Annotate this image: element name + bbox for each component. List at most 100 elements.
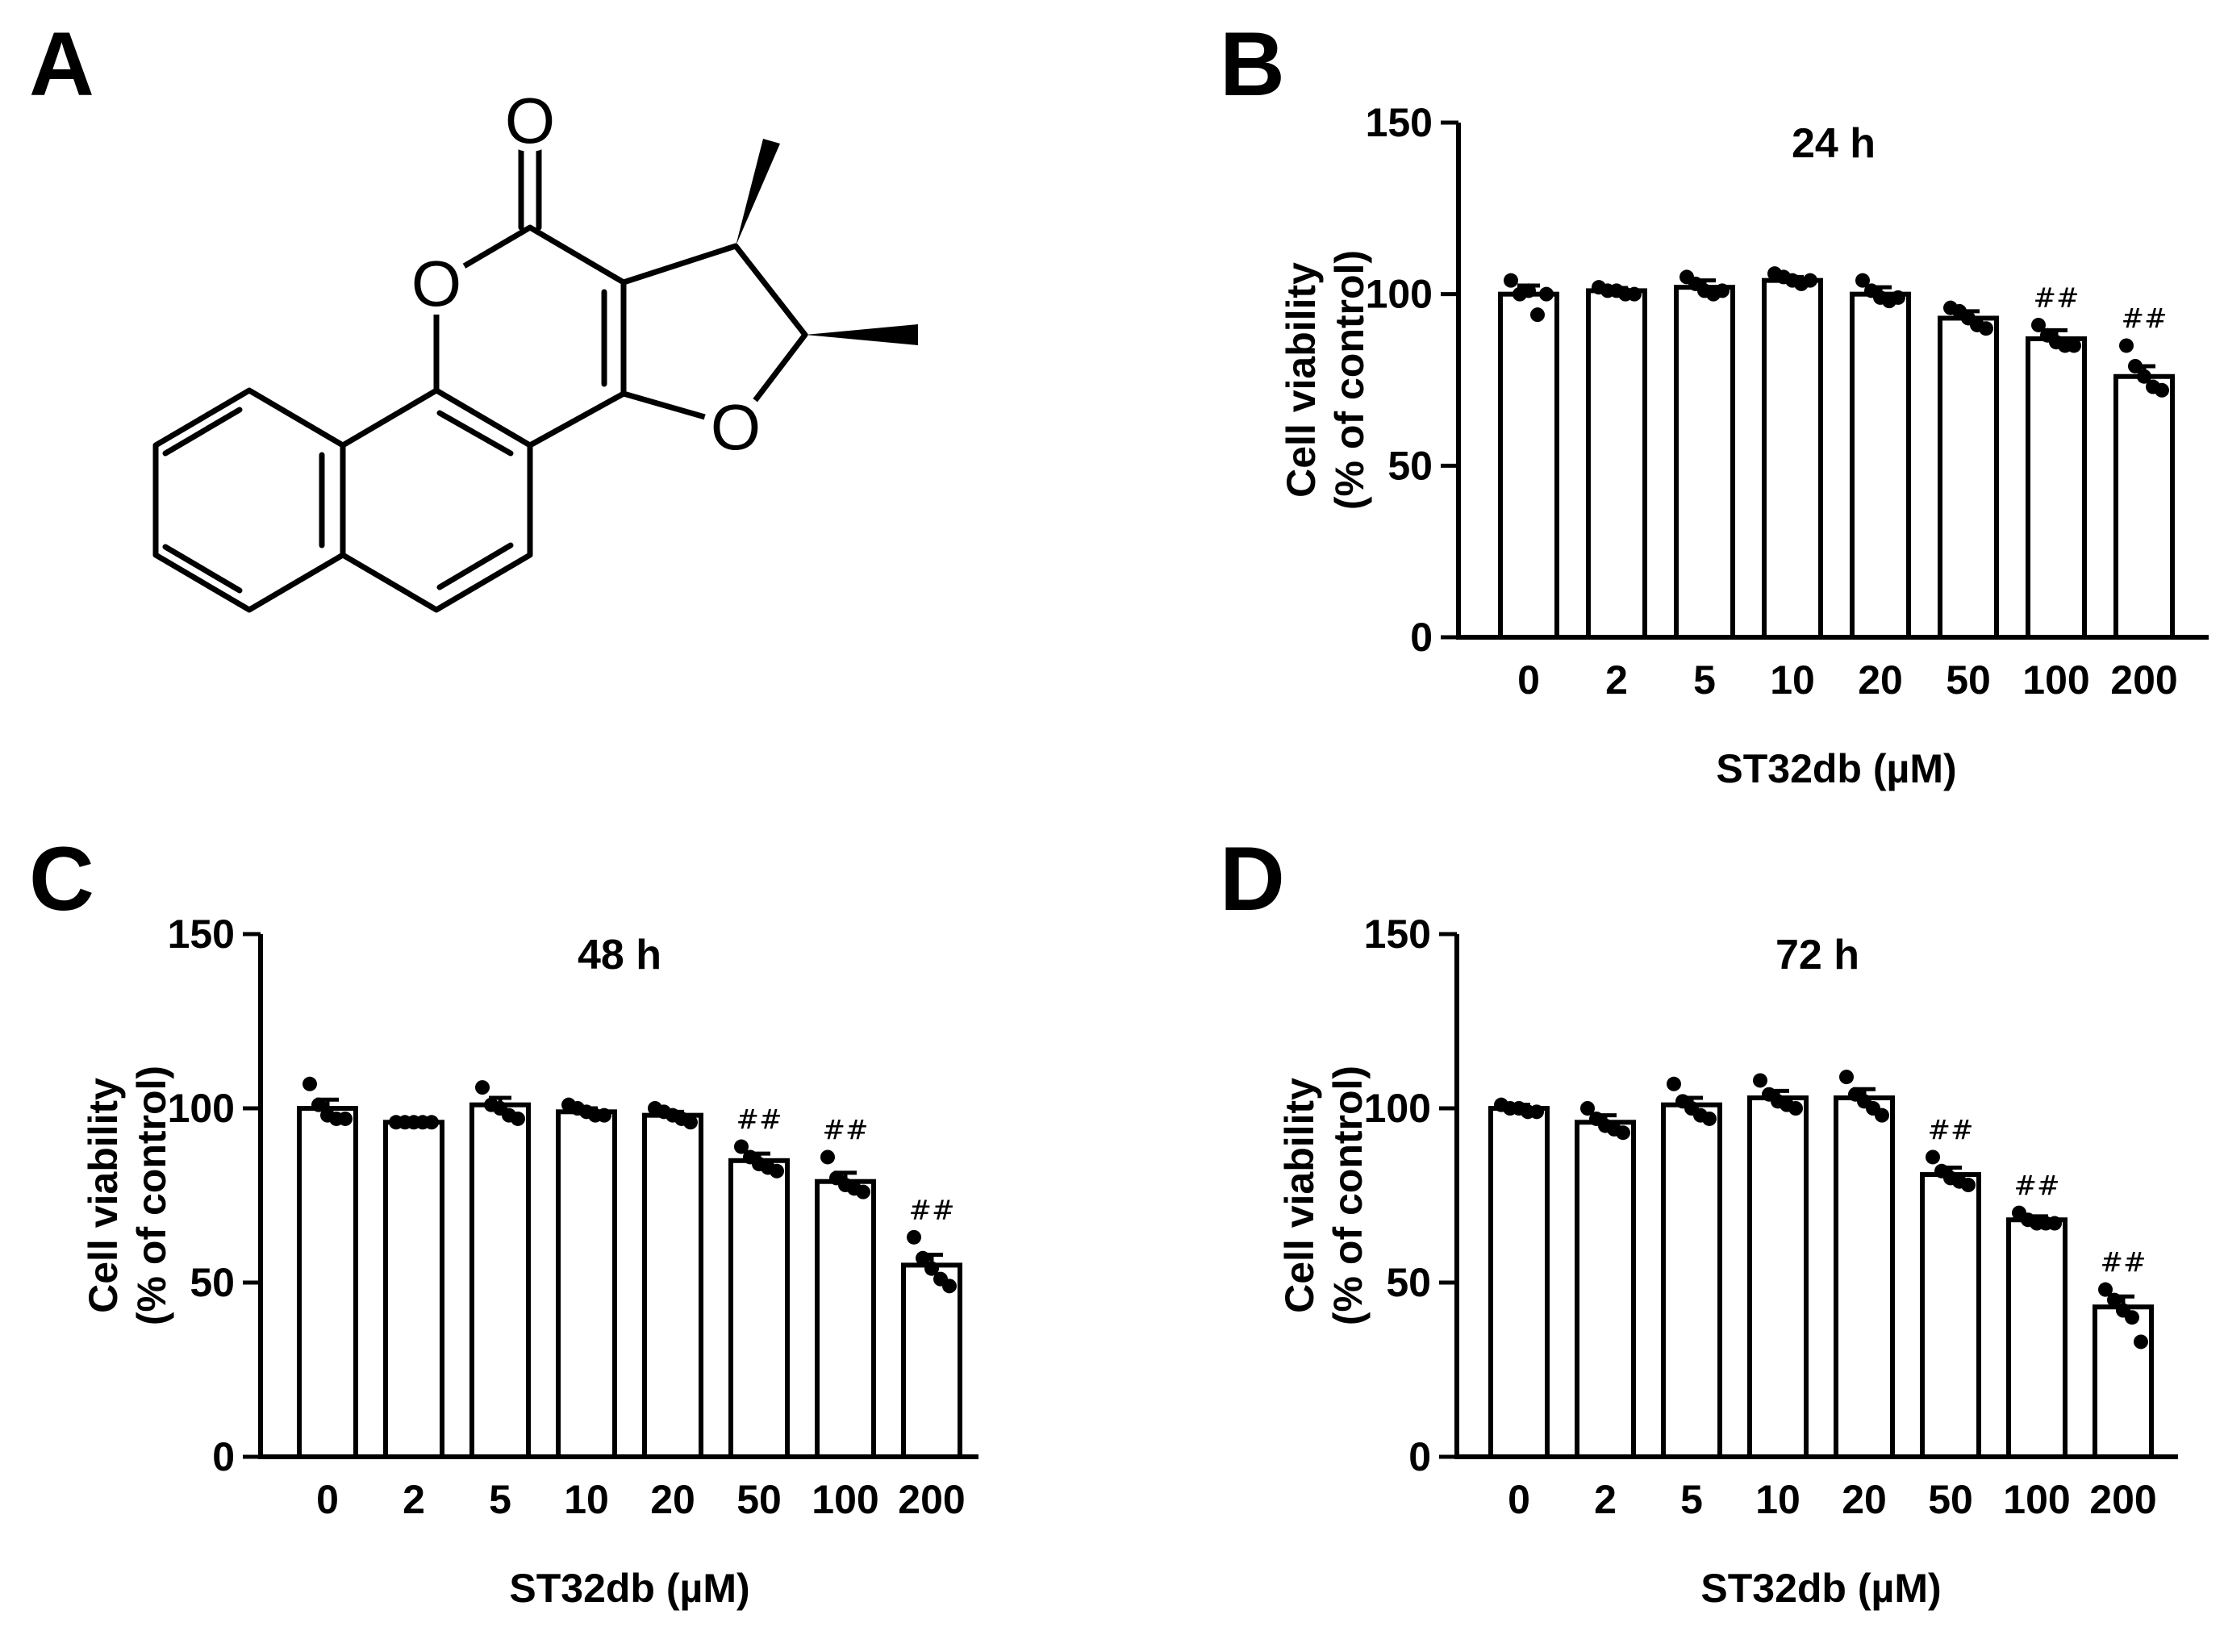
bar <box>1834 1095 1895 1460</box>
data-point <box>942 1279 957 1294</box>
x-tick-label: 20 <box>1842 1477 1887 1522</box>
x-tick-label: 10 <box>1770 657 1815 703</box>
methyl-wedge-right <box>805 324 918 345</box>
data-point <box>1926 1149 1940 1165</box>
x-tick-label: 100 <box>812 1477 878 1522</box>
bar <box>1575 1120 1636 1460</box>
data-point <box>1979 321 1993 336</box>
data-point <box>2155 382 2169 398</box>
data-point <box>1627 286 1642 302</box>
x-axis-title: ST32db (µM) <box>1716 746 1956 791</box>
molecule-structure: O O O <box>152 85 918 613</box>
data-point <box>1788 1101 1803 1116</box>
data-point <box>1504 273 1518 288</box>
data-point <box>924 1261 939 1276</box>
x-tick-label: 20 <box>1858 657 1903 703</box>
panel-a: A O O O <box>29 14 918 613</box>
data-point <box>303 1076 317 1091</box>
data-point <box>770 1163 784 1179</box>
bar <box>1920 1172 1981 1459</box>
bar <box>1747 1095 1809 1460</box>
atom-o-carbonyl: O <box>505 85 555 156</box>
data-point <box>2047 1216 2062 1231</box>
y-tick-label: 50 <box>1387 443 1433 488</box>
x-tick-label: 200 <box>898 1477 965 1522</box>
x-tick-label: 200 <box>2110 657 2177 703</box>
data-point <box>311 1097 326 1112</box>
y-tick-label: 150 <box>168 912 235 957</box>
bar <box>815 1179 876 1459</box>
bar <box>1850 291 1911 640</box>
significance-marker: ## <box>2101 1247 2147 1279</box>
y-axis-title: Cell viability <box>1277 1078 1322 1313</box>
x-tick-label: 0 <box>1517 657 1540 703</box>
data-point <box>2119 338 2134 353</box>
significance-marker: ## <box>823 1114 869 1146</box>
bar <box>1586 288 1647 640</box>
x-tick-label: 2 <box>403 1477 425 1522</box>
bar <box>2026 336 2087 640</box>
y-axis-title: (% of control) <box>129 1066 174 1325</box>
bar <box>2093 1304 2154 1459</box>
data-point <box>1839 1070 1854 1085</box>
data-point <box>1616 1125 1630 1141</box>
y-tick-label: 100 <box>1366 272 1433 317</box>
data-point <box>734 1139 749 1154</box>
bar <box>2113 373 2175 640</box>
data-point <box>1529 1104 1544 1120</box>
x-tick-label: 100 <box>2003 1477 2070 1522</box>
x-tick-label: 200 <box>2089 1477 2156 1522</box>
panel-letter-d: D <box>1220 828 1285 929</box>
data-point <box>338 1111 353 1126</box>
significance-marker: ## <box>2122 302 2168 335</box>
data-point <box>597 1108 611 1123</box>
x-tick-label: 100 <box>2022 657 2089 703</box>
data-point <box>2137 369 2151 384</box>
bar <box>1661 1102 1722 1460</box>
atom-bg-furan-o <box>703 394 768 458</box>
x-tick-label: 5 <box>489 1477 511 1522</box>
x-tick-label: 10 <box>1755 1477 1800 1522</box>
y-tick-label: 50 <box>190 1260 235 1305</box>
y-axis-title: Cell viability <box>81 1078 126 1313</box>
data-point <box>1521 283 1536 298</box>
data-point <box>424 1115 439 1130</box>
atom-bg-carbonyl <box>498 87 562 152</box>
bar <box>1938 315 1999 640</box>
data-point <box>511 1111 525 1126</box>
x-tick-label: 0 <box>316 1477 339 1522</box>
x-tick-label: 0 <box>1508 1477 1530 1522</box>
x-tick-label: 50 <box>1928 1477 1973 1522</box>
x-tick-label: 2 <box>1605 657 1628 703</box>
bar <box>901 1262 962 1460</box>
data-point <box>907 1229 921 1245</box>
chart-title: 72 h <box>1775 932 1859 978</box>
x-tick-label: 50 <box>736 1477 782 1522</box>
y-tick-label: 0 <box>1408 1434 1431 1479</box>
x-tick-label: 50 <box>1946 657 1991 703</box>
benzene-inner-bond-3 <box>162 407 243 457</box>
x-axis-title: ST32db (µM) <box>1700 1566 1941 1611</box>
bar <box>556 1109 617 1459</box>
panel-letter-b: B <box>1220 14 1285 115</box>
data-point <box>1875 1108 1889 1123</box>
data-point <box>2107 1292 2122 1308</box>
methyl-wedge-upper <box>736 139 780 246</box>
significance-marker: ## <box>2034 282 2080 315</box>
data-point <box>2067 338 2081 353</box>
x-axis-title: ST32db (µM) <box>509 1566 749 1611</box>
bar <box>383 1120 444 1460</box>
benzene-ring <box>152 387 346 613</box>
y-axis-title: Cell viability <box>1279 262 1324 498</box>
data-point <box>856 1184 870 1199</box>
y-tick-label: 150 <box>1364 912 1431 957</box>
bar <box>469 1102 531 1460</box>
y-tick-label: 100 <box>168 1086 235 1131</box>
x-tick-label: 10 <box>564 1477 609 1522</box>
